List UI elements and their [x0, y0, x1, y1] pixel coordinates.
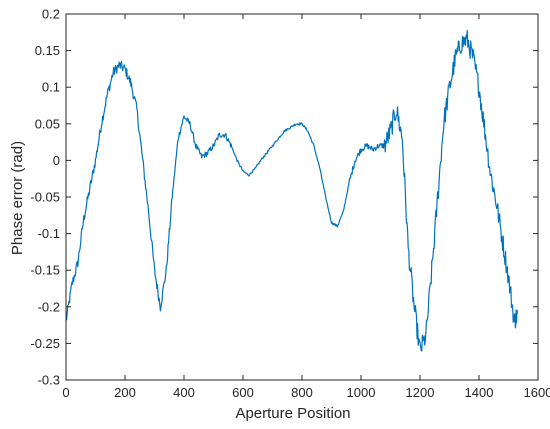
- y-tick-label: -0.2: [38, 299, 60, 314]
- y-tick-label: 0.2: [42, 7, 60, 22]
- y-tick-label: -0.3: [38, 373, 60, 388]
- x-tick-label: 400: [173, 385, 195, 400]
- y-tick-label: 0: [53, 153, 60, 168]
- y-tick-label: -0.25: [30, 336, 60, 351]
- y-axis-label: Phase error (rad): [9, 141, 26, 255]
- y-tick-label: 0.05: [35, 116, 60, 131]
- x-tick-label: 1200: [406, 385, 435, 400]
- x-tick-label: 1000: [347, 385, 376, 400]
- y-tick-label: -0.05: [30, 190, 60, 205]
- y-tick-label: 0.1: [42, 80, 60, 95]
- x-tick-label: 200: [114, 385, 136, 400]
- x-tick-label: 800: [291, 385, 313, 400]
- series-line: [65, 29, 518, 352]
- plot-area: [66, 14, 538, 380]
- x-tick-label: 1600: [524, 385, 550, 400]
- y-tick-label: -0.15: [30, 263, 60, 278]
- x-axis-label: Aperture Position: [235, 405, 350, 422]
- y-tick-label: -0.1: [38, 226, 60, 241]
- y-tick-label: 0.15: [35, 43, 60, 58]
- x-tick-label: 1400: [465, 385, 494, 400]
- x-tick-label: 600: [232, 385, 254, 400]
- x-tick-label: 0: [62, 385, 69, 400]
